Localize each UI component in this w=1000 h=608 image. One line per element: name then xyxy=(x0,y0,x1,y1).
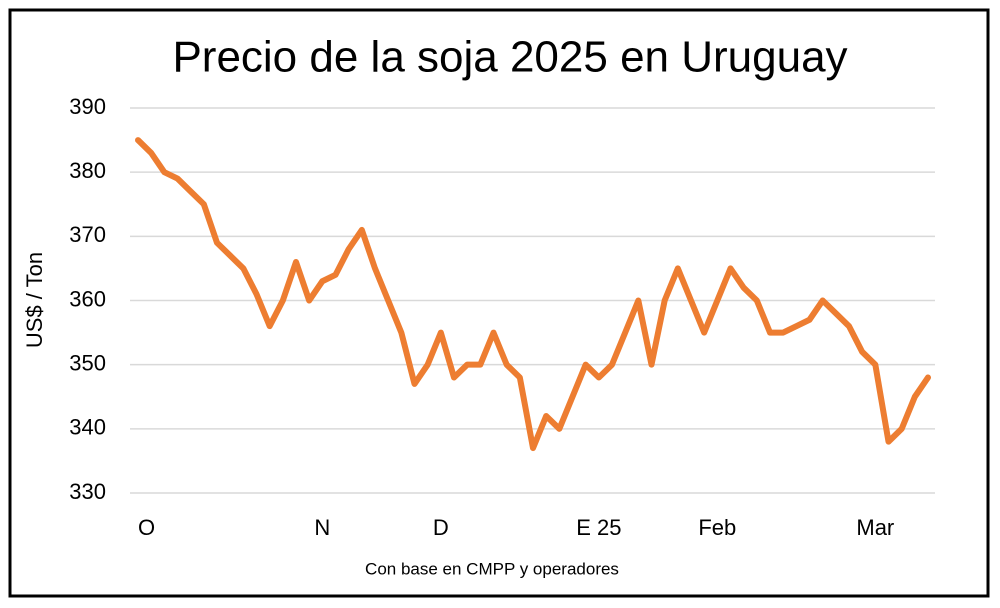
chart-title: Precio de la soja 2025 en Uruguay xyxy=(172,33,847,82)
x-tick-label: O xyxy=(138,515,155,540)
y-tick-label: 350 xyxy=(69,350,106,375)
x-tick-label: N xyxy=(314,515,330,540)
x-tick-label: Feb xyxy=(698,515,736,540)
y-axis-label: US$ / Ton xyxy=(22,252,47,348)
y-tick-label: 390 xyxy=(69,94,106,119)
y-tick-label: 370 xyxy=(69,222,106,247)
y-tick-label: 340 xyxy=(69,415,106,440)
y-tick-label: 380 xyxy=(69,158,106,183)
x-tick-label: E 25 xyxy=(576,515,621,540)
chart-frame xyxy=(8,8,990,598)
x-tick-label: D xyxy=(433,515,449,540)
y-tick-label: 360 xyxy=(69,286,106,311)
data-line xyxy=(135,137,931,452)
y-tick-label: 330 xyxy=(69,479,106,504)
source-note: Con base en CMPP y operadores xyxy=(365,559,619,578)
x-tick-label: Mar xyxy=(856,515,894,540)
